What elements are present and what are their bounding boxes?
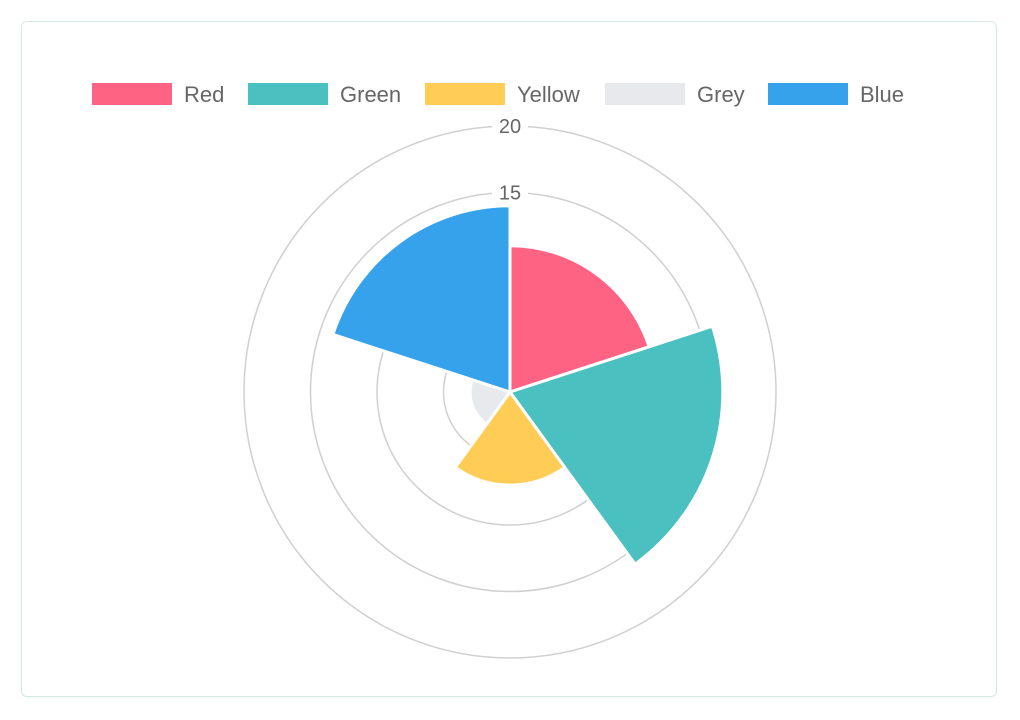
sector-green[interactable] bbox=[508, 324, 725, 566]
legend-swatch-yellow bbox=[425, 83, 505, 105]
legend-swatch-green bbox=[248, 83, 328, 105]
legend-label-green: Green bbox=[340, 82, 402, 107]
legend-swatch-blue bbox=[768, 83, 848, 105]
chart-legend: Red Green Yellow Grey Blue bbox=[0, 82, 1020, 109]
tick-20: 20 bbox=[492, 115, 528, 138]
polar-sectors bbox=[331, 204, 725, 566]
tick-15: 15 bbox=[492, 181, 528, 205]
legend-label-yellow: Yellow bbox=[517, 82, 580, 107]
sector-grey[interactable] bbox=[468, 378, 512, 426]
legend-label-grey: Grey bbox=[697, 82, 745, 107]
tick-label: 15 bbox=[499, 183, 521, 205]
tick-label: 20 bbox=[499, 116, 521, 138]
legend-label-red: Red bbox=[184, 82, 225, 107]
legend-label-blue: Blue bbox=[860, 82, 905, 107]
legend-swatch-grey bbox=[605, 83, 685, 105]
sector-red[interactable] bbox=[508, 244, 651, 394]
legend-swatch-red bbox=[92, 83, 172, 105]
sector-blue[interactable] bbox=[331, 204, 512, 394]
sector-yellow[interactable] bbox=[453, 390, 567, 487]
